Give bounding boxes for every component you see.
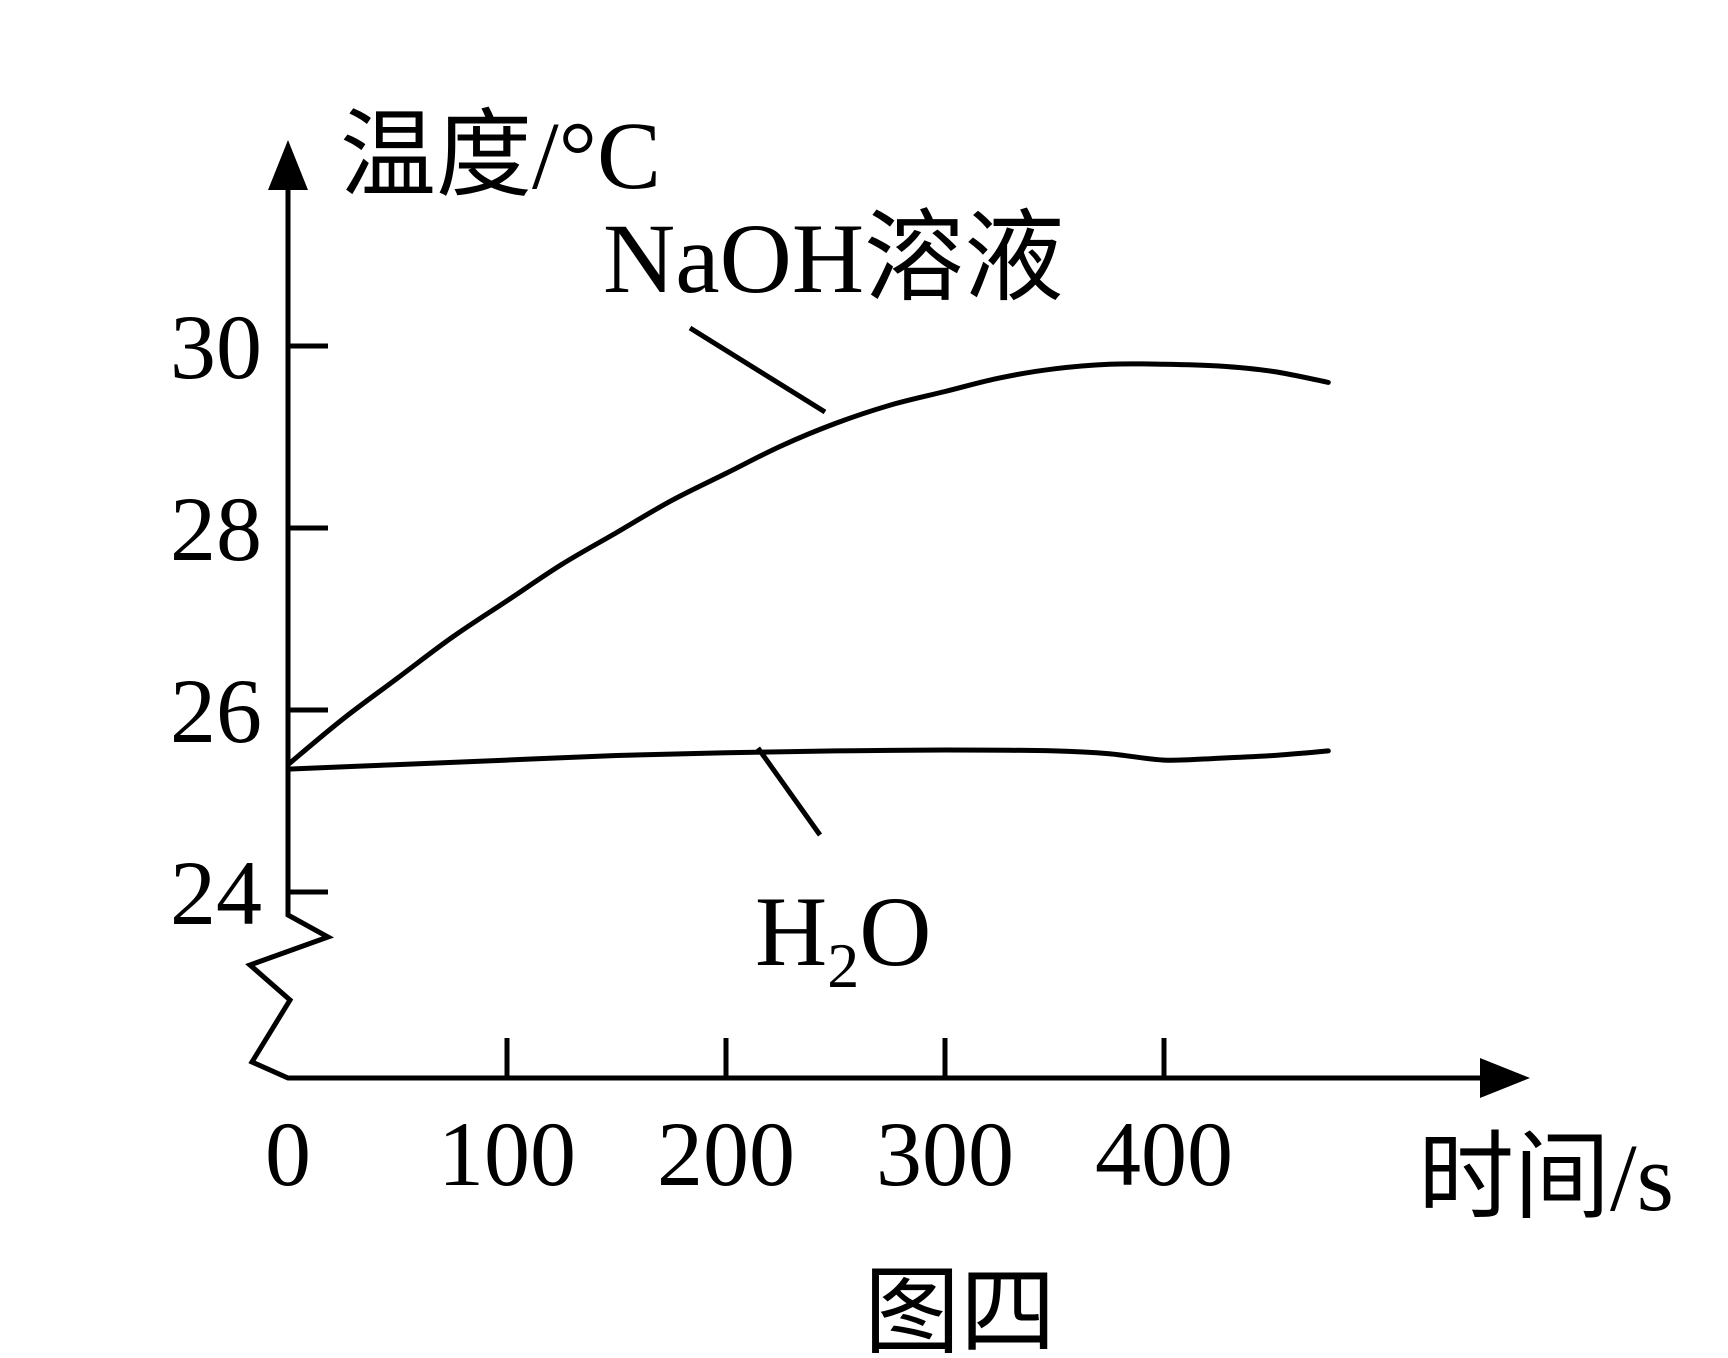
h2o-series-label-o: O	[859, 876, 931, 987]
y-tick-label: 26	[170, 660, 262, 762]
x-tick-label: 100	[438, 1103, 576, 1205]
naoh-solution-line	[285, 361, 1331, 768]
figure-caption: 图四	[864, 1259, 1056, 1358]
x-axis-label: 时间/s	[1418, 1124, 1674, 1231]
y-tick-label: 30	[170, 296, 262, 398]
x-tick-label: 200	[657, 1103, 795, 1205]
h2o-leader-line	[755, 746, 823, 837]
h2o-series-label-subscript: 2	[827, 930, 859, 1001]
axes	[245, 140, 1530, 1098]
y-axis-line	[245, 168, 1500, 1081]
y-tick-label: 24	[170, 842, 262, 944]
h2o-series-label-h: H	[755, 876, 827, 987]
x-tick-label: 0	[265, 1103, 311, 1205]
y-axis-arrow	[268, 140, 308, 190]
x-axis-arrow	[1480, 1058, 1530, 1098]
series-lines	[285, 361, 1331, 772]
h2o-series-label: H2O	[755, 876, 931, 1001]
y-axis-label: 温度/°C	[340, 102, 661, 209]
x-tick-label: 300	[876, 1103, 1014, 1205]
naoh-leader-line	[688, 325, 827, 415]
series-leader-lines	[688, 325, 827, 837]
ticks: 0 100 200 300 400 24 26 28 30	[170, 296, 1233, 1205]
y-tick-label: 28	[170, 478, 262, 580]
naoh-series-label-formula: NaOH	[603, 203, 864, 314]
x-tick-label: 400	[1095, 1103, 1233, 1205]
water-line	[285, 747, 1331, 772]
naoh-series-label-suffix: 溶液	[864, 203, 1064, 314]
naoh-series-label: NaOH溶液	[603, 203, 1064, 314]
